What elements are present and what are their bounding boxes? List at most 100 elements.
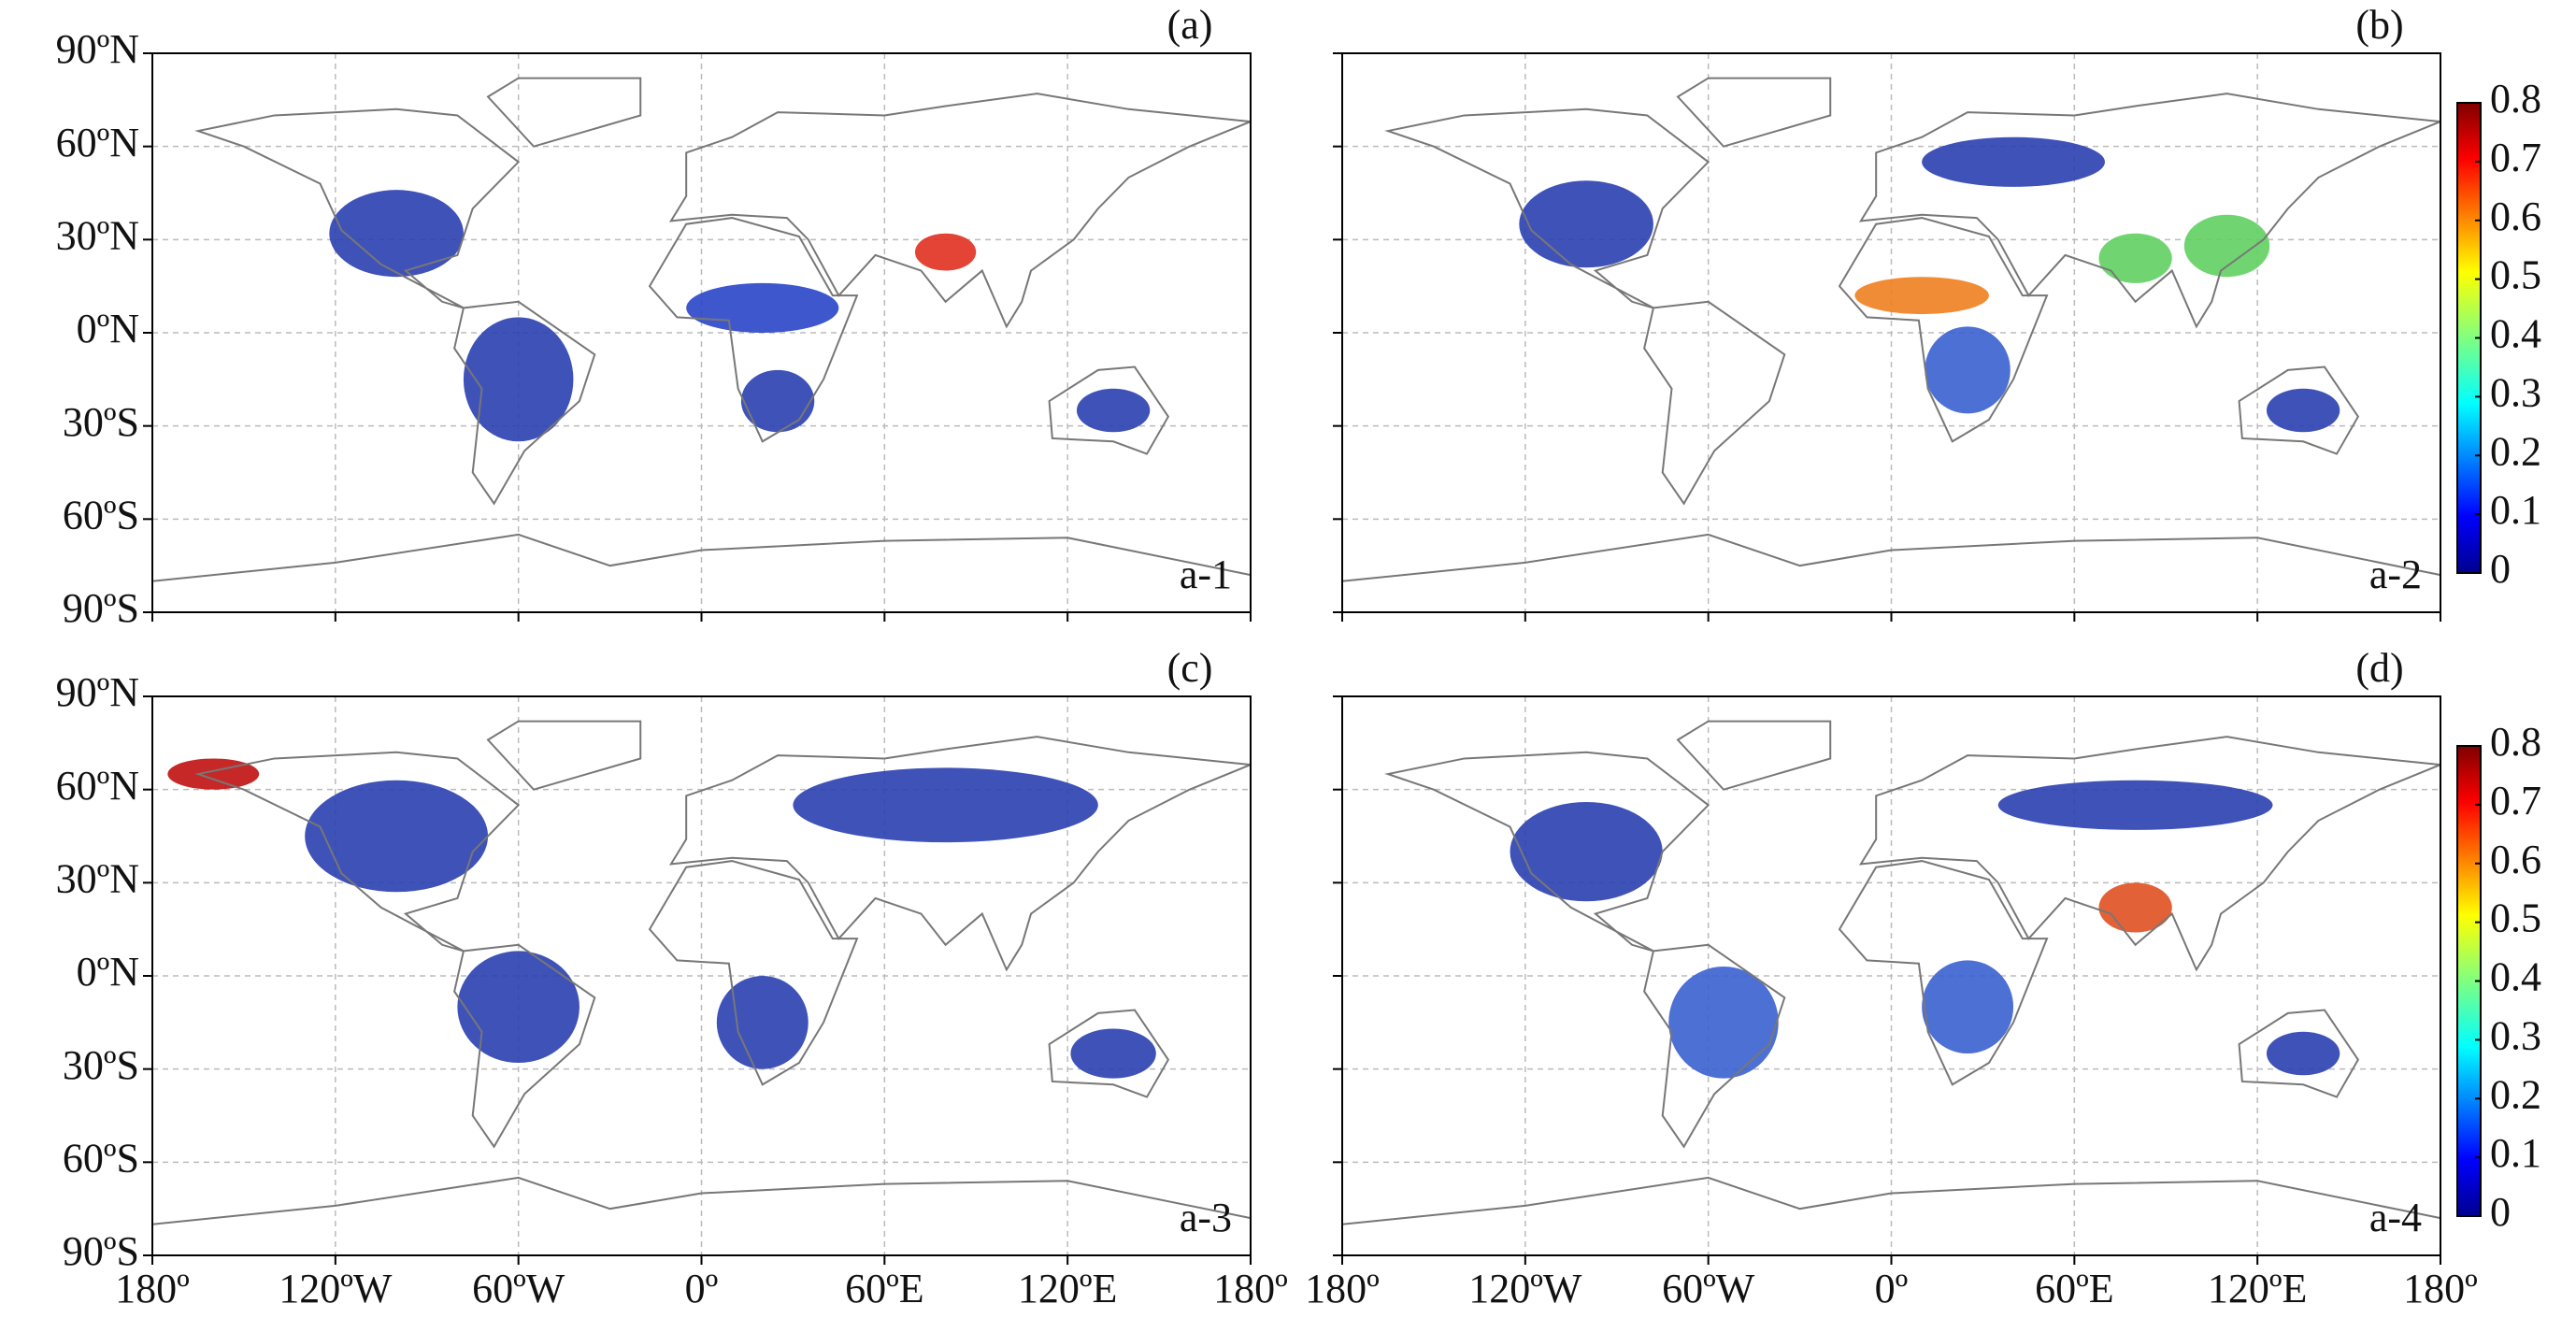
map-border <box>1341 52 2441 613</box>
lat-tick-label: 30ºS <box>63 399 139 445</box>
heat-region <box>167 758 260 790</box>
coastline <box>1384 751 1710 953</box>
colorbar-tick-label: 0.6 <box>2490 193 2541 239</box>
map-border <box>1341 695 2441 1256</box>
coastline <box>1048 365 1170 455</box>
colorbar-tick-label: 0.4 <box>2490 954 2541 1000</box>
heat-region <box>1854 277 1989 315</box>
colorbar-tick-label: 0 <box>2490 546 2511 592</box>
coastline <box>151 1176 1252 1225</box>
heat-region <box>793 767 1098 843</box>
lon-tick-label: 120ºE <box>2208 1266 2308 1311</box>
colorbar-tick-label: 0.7 <box>2490 135 2541 180</box>
coastline <box>668 736 1252 972</box>
heat-region <box>2098 882 2172 933</box>
coastline <box>1838 860 2049 1086</box>
lon-tick-label: 60ºW <box>1662 1266 1755 1311</box>
panel-label: a-4 <box>2369 1195 2422 1240</box>
heat-region <box>1922 960 2014 1054</box>
colorbar-tick-label: 0.4 <box>2490 311 2541 357</box>
heat-region <box>2098 233 2172 283</box>
coastline <box>1676 77 1832 148</box>
coastline <box>1858 736 2441 972</box>
colorbar-tick-label: 0.2 <box>2490 428 2541 474</box>
lat-tick-label: 60ºN <box>56 763 139 809</box>
lon-tick-label: 0º <box>685 1266 719 1311</box>
coastline <box>648 860 859 1086</box>
lat-tick-label: 30ºN <box>56 855 139 901</box>
heat-region <box>914 233 977 271</box>
lon-tick-label: 60ºW <box>472 1266 565 1311</box>
heat-region <box>2266 1031 2340 1076</box>
heat-region <box>305 780 489 893</box>
heat-region <box>1925 326 2011 414</box>
heat-region <box>1997 780 2273 830</box>
lat-tick-label: 90ºN <box>56 669 139 715</box>
colorbar-tick-label: 0.5 <box>2490 895 2541 941</box>
map-panel: 180º 120ºW 60ºW 0º 60ºE 120ºE 180º (d) a-4 0 0.1 0.… <box>1305 645 2541 1311</box>
lat-tick-label: 60ºS <box>63 492 139 537</box>
panel-label: a-3 <box>1180 1195 1232 1240</box>
panel-letter: (c) <box>1167 645 1213 691</box>
lat-tick-label: 30ºN <box>56 212 139 258</box>
coastline <box>668 93 1252 329</box>
lat-tick-label: 60ºS <box>63 1135 139 1181</box>
heat-region <box>2266 388 2340 433</box>
coastline <box>1676 720 1832 791</box>
coastline <box>1341 533 2441 582</box>
heat-region <box>1668 967 1779 1079</box>
coastline <box>453 300 596 506</box>
lon-tick-label: 120ºW <box>1468 1266 1582 1311</box>
colorbar-tick-label: 0.1 <box>2490 1130 2541 1176</box>
lon-tick-label: 0º <box>1875 1266 1909 1311</box>
heat-region <box>463 317 574 442</box>
coastline <box>648 217 859 443</box>
colorbar-tick-label: 0.7 <box>2490 778 2541 824</box>
map-border <box>151 695 1252 1256</box>
coastline <box>194 751 521 953</box>
colorbar-tick-label: 0.8 <box>2490 76 2541 122</box>
coastline <box>486 77 642 148</box>
colorbar-tick-label: 0.6 <box>2490 837 2541 882</box>
panel-letter: (a) <box>1167 2 1213 48</box>
colorbar-tick-label: 0.1 <box>2490 487 2541 533</box>
lon-tick-label: 180º <box>1213 1266 1288 1311</box>
heat-region <box>1076 388 1151 433</box>
coastline <box>151 533 1252 582</box>
panel-label: a-1 <box>1180 552 1232 597</box>
coastline <box>1838 217 2049 443</box>
heat-region <box>1519 180 1653 268</box>
coastline <box>1643 943 1786 1149</box>
heat-region <box>1510 801 1663 902</box>
colorbar-tick-label: 0.5 <box>2490 252 2541 298</box>
heat-region <box>740 369 815 433</box>
lon-tick-label: 180º <box>2403 1266 2478 1311</box>
coastline <box>1384 107 1710 309</box>
colorbar-tick-label: 0.8 <box>2490 719 2541 765</box>
colorbar-tick-label: 0.3 <box>2490 369 2541 415</box>
lat-tick-label: 0ºN <box>77 949 139 995</box>
coastline <box>1341 1176 2441 1225</box>
coastline <box>1643 300 1786 506</box>
map-border <box>151 52 1252 613</box>
heat-region <box>2183 214 2270 278</box>
coastline <box>1048 1009 1170 1098</box>
lat-tick-label: 60ºN <box>56 120 139 165</box>
colorbar-tick-label: 0.2 <box>2490 1071 2541 1117</box>
panel-letter: (b) <box>2355 2 2403 48</box>
heat-region <box>1922 136 2105 187</box>
heat-region <box>457 951 580 1064</box>
heat-region <box>686 282 839 333</box>
colorbar-tick-label: 0.3 <box>2490 1012 2541 1058</box>
lon-tick-label: 180º <box>115 1266 190 1311</box>
map-panel: 90ºN 60ºN 30ºN 0ºN 30ºS 60ºS 90ºS (a) a-1 <box>56 2 1252 631</box>
coastline <box>453 943 596 1149</box>
map-panel: (b) a-2 0 0.1 0.2 0.3 0.4 0.5 0.6 0.7 0.8 <box>1333 2 2541 622</box>
coastline <box>2238 1009 2360 1098</box>
lat-tick-label: 90ºN <box>56 26 139 72</box>
lon-tick-label: 120ºE <box>1018 1266 1118 1311</box>
panel-label: a-2 <box>2369 552 2422 597</box>
lat-tick-label: 90ºS <box>63 1228 139 1274</box>
lon-tick-label: 120ºW <box>279 1266 393 1311</box>
